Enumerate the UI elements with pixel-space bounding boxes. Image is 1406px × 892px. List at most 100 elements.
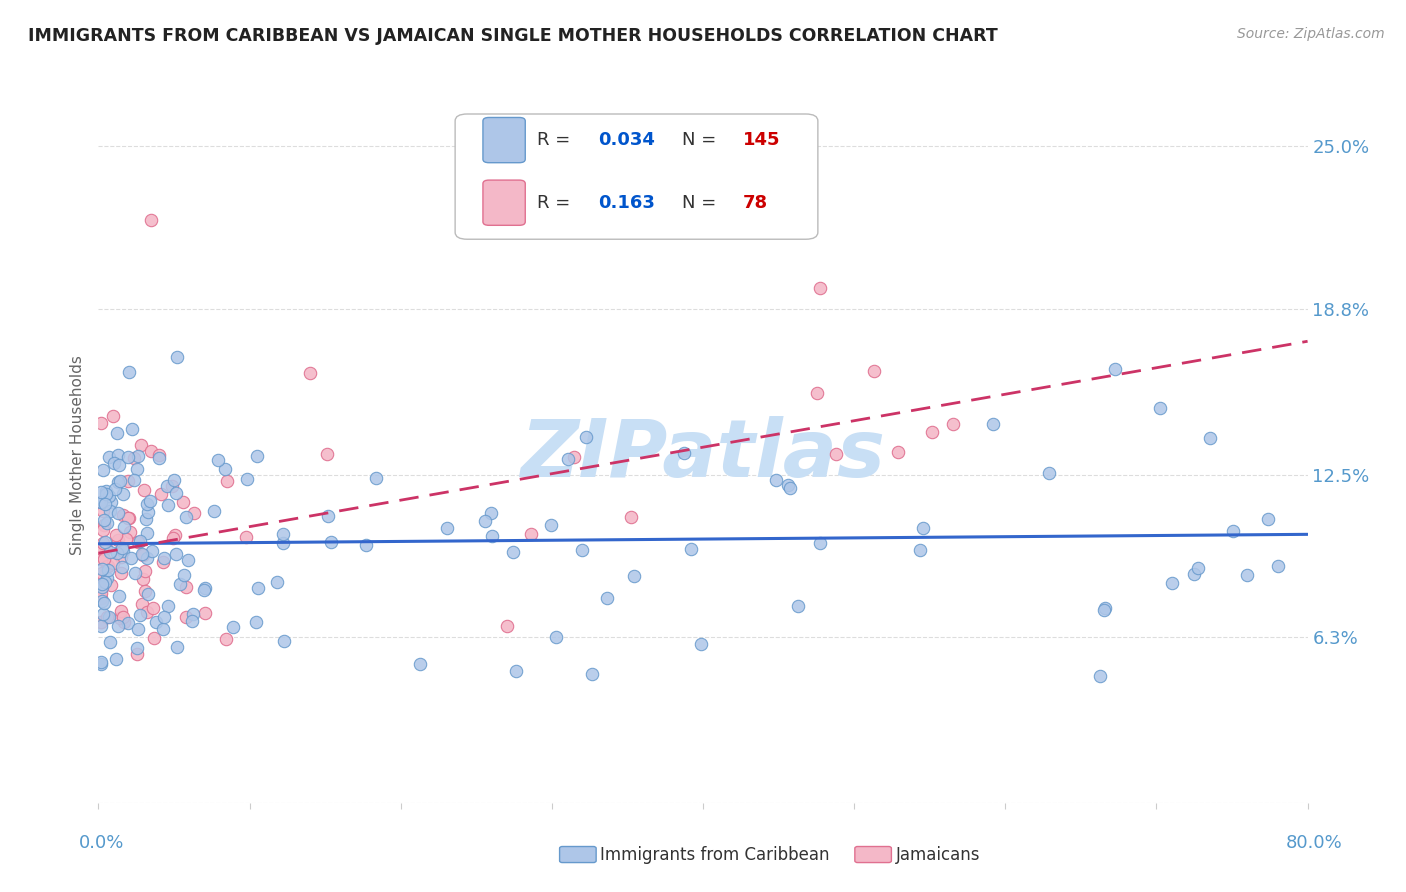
Point (150, 487, 173, 501)
Point (1187, 561, 1209, 575)
Point (180, 614, 202, 628)
Point (808, 281, 831, 295)
Point (132, 572, 155, 586)
Point (436, 520, 458, 534)
Text: 0.0%: 0.0% (79, 834, 124, 852)
Point (502, 545, 524, 559)
Point (911, 521, 934, 535)
Point (152, 555, 174, 569)
Point (271, 526, 294, 541)
Point (152, 622, 174, 636)
Point (90, 552, 112, 566)
Point (1092, 603, 1115, 617)
Point (138, 587, 160, 601)
Text: Jamaicans: Jamaicans (896, 846, 980, 863)
Point (1104, 362, 1126, 376)
Point (93, 513, 115, 527)
Point (107, 448, 129, 462)
Point (163, 473, 186, 487)
Text: N =: N = (682, 194, 723, 211)
Text: 78: 78 (742, 194, 768, 211)
Point (246, 449, 269, 463)
Point (107, 619, 129, 633)
Point (105, 425, 128, 440)
Point (107, 506, 129, 520)
Point (117, 450, 139, 464)
Point (266, 575, 288, 590)
Point (620, 509, 643, 524)
Point (118, 365, 141, 379)
Point (110, 549, 132, 564)
Point (90, 495, 112, 509)
Point (120, 524, 142, 539)
Point (96, 610, 118, 624)
Point (91, 523, 114, 537)
Point (111, 609, 134, 624)
Point (90, 495, 112, 509)
Point (162, 532, 184, 546)
Text: N =: N = (682, 131, 723, 149)
Point (98, 504, 121, 518)
Point (479, 506, 502, 520)
Point (124, 566, 146, 581)
Point (806, 386, 828, 401)
Point (222, 620, 245, 634)
FancyBboxPatch shape (482, 118, 526, 162)
Point (787, 599, 810, 613)
Point (131, 597, 153, 611)
Y-axis label: Single Mother Households: Single Mother Households (70, 355, 86, 555)
Point (136, 606, 159, 620)
Point (808, 535, 831, 549)
Point (166, 350, 188, 364)
Point (107, 475, 129, 489)
Point (562, 450, 585, 465)
Point (100, 494, 122, 508)
Point (127, 648, 149, 662)
Point (160, 478, 183, 492)
Point (90, 416, 112, 430)
Point (111, 487, 134, 501)
Point (1182, 566, 1205, 581)
Point (779, 481, 801, 495)
Text: Source: ZipAtlas.com: Source: ZipAtlas.com (1237, 27, 1385, 41)
Point (122, 451, 145, 466)
Point (111, 541, 134, 555)
Point (148, 450, 170, 465)
Point (90, 619, 112, 633)
Point (193, 583, 215, 598)
Point (93, 596, 115, 610)
Point (112, 508, 135, 522)
Point (94, 575, 117, 590)
Point (215, 632, 238, 646)
Point (100, 578, 122, 592)
Point (134, 565, 156, 579)
Point (245, 615, 267, 629)
Point (105, 546, 128, 560)
Point (765, 473, 787, 487)
Text: R =: R = (537, 194, 576, 211)
Point (117, 475, 139, 489)
Point (354, 539, 377, 553)
Point (115, 533, 138, 547)
Point (177, 553, 200, 567)
Point (236, 472, 259, 486)
Point (107, 533, 129, 548)
Point (298, 366, 321, 380)
Point (181, 607, 204, 622)
Point (121, 421, 143, 435)
Point (942, 417, 965, 432)
Point (135, 497, 157, 511)
Text: ZIPatlas: ZIPatlas (520, 416, 886, 494)
Point (481, 529, 503, 543)
Point (90, 586, 112, 600)
Point (108, 475, 131, 489)
Point (103, 556, 125, 570)
Point (1257, 512, 1279, 526)
Point (93, 551, 115, 566)
Text: IMMIGRANTS FROM CARIBBEAN VS JAMAICAN SINGLE MOTHER HOUSEHOLDS CORRELATION CHART: IMMIGRANTS FROM CARIBBEAN VS JAMAICAN SI… (28, 27, 998, 45)
Point (176, 580, 198, 594)
Point (132, 549, 155, 563)
Point (173, 568, 195, 582)
Point (1149, 401, 1171, 416)
Point (174, 610, 197, 624)
